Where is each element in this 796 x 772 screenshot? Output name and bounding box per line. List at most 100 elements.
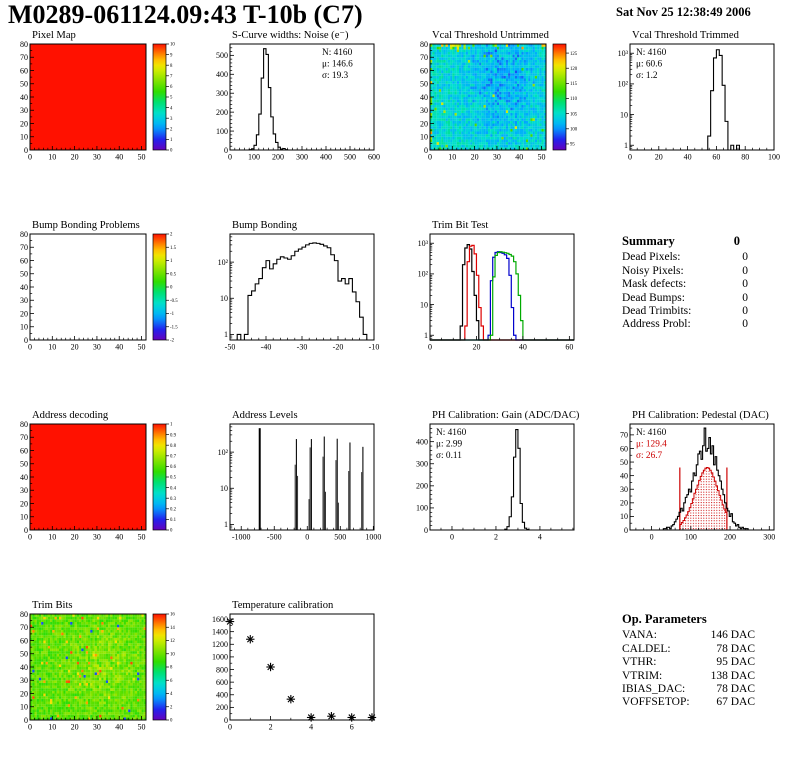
svg-text:10: 10: [170, 43, 175, 48]
svg-text:-1.5: -1.5: [170, 325, 178, 330]
svg-text:0: 0: [228, 153, 232, 162]
svg-text:20: 20: [20, 499, 28, 508]
svg-text:0: 0: [24, 336, 28, 345]
svg-text:70: 70: [20, 243, 28, 252]
svg-text:0: 0: [450, 533, 454, 542]
summary-value: 0: [742, 278, 748, 291]
svg-text:0.3: 0.3: [170, 497, 177, 502]
svg-text:-1: -1: [170, 312, 175, 317]
svg-text:1: 1: [424, 331, 428, 340]
op-row-vthr: VTHR: 95 DAC: [622, 656, 755, 669]
svg-text:50: 50: [20, 80, 28, 89]
svg-text:σ: 0.11: σ: 0.11: [436, 451, 462, 461]
svg-text:σ: 26.7: σ: 26.7: [636, 451, 663, 461]
plot-ph-calibration-gain: 0 2 4 0 100 200 300 400 N: 4160 μ: 2.99σ: 0.11 PH …: [416, 410, 580, 542]
svg-text:0.4: 0.4: [170, 486, 177, 491]
svg-text:Address Levels: Address Levels: [232, 410, 298, 421]
svg-text:-0.5: -0.5: [170, 299, 178, 304]
svg-text:20: 20: [620, 499, 628, 508]
svg-text:0.5: 0.5: [170, 476, 177, 481]
op-label: VANA:: [622, 629, 657, 642]
svg-text:-10: -10: [369, 343, 380, 352]
summary-label: Address Probl:: [622, 318, 691, 331]
svg-text:2: 2: [170, 128, 173, 133]
svg-text:0.8: 0.8: [170, 444, 177, 449]
svg-text:0.1: 0.1: [170, 518, 177, 523]
svg-text:60: 60: [620, 444, 628, 453]
svg-text:0.6: 0.6: [170, 465, 177, 470]
svg-text:10: 10: [48, 343, 56, 352]
svg-text:40: 40: [20, 93, 28, 102]
svg-text:400: 400: [320, 153, 332, 162]
svg-text:20: 20: [471, 153, 479, 162]
svg-text:10²: 10²: [418, 270, 429, 279]
svg-text:120: 120: [570, 67, 578, 72]
svg-text:50: 50: [538, 153, 546, 162]
svg-text:30: 30: [493, 153, 501, 162]
svg-text:10: 10: [620, 512, 628, 521]
svg-text:4: 4: [170, 106, 173, 111]
op-value: 138 DAC: [710, 669, 755, 682]
plot-pixel-map: 0 10 20 30 40 50 0 10 20 30 40 50 60 70 80 0 1 2 3 4 5 6 7 8 9 10…: [20, 30, 175, 162]
summary-label: Dead Bumps:: [622, 291, 685, 304]
svg-text:40: 40: [684, 153, 692, 162]
svg-text:50: 50: [20, 460, 28, 469]
svg-text:-500: -500: [267, 533, 282, 542]
svg-text:60: 60: [20, 446, 28, 455]
svg-text:1.5: 1.5: [170, 246, 177, 251]
svg-text:20: 20: [655, 153, 663, 162]
op-parameters-title: Op. Parameters: [622, 612, 707, 626]
svg-text:N: 4160: N: 4160: [636, 48, 667, 58]
svg-text:10: 10: [20, 323, 28, 332]
svg-text:125: 125: [570, 52, 578, 57]
svg-text:-50: -50: [225, 343, 236, 352]
svg-text:20: 20: [71, 343, 79, 352]
svg-text:50: 50: [20, 270, 28, 279]
svg-text:Pixel Map: Pixel Map: [32, 30, 76, 41]
svg-text:0.7: 0.7: [170, 455, 177, 460]
svg-text:40: 40: [20, 473, 28, 482]
svg-text:50: 50: [138, 723, 146, 732]
svg-text:5: 5: [170, 96, 173, 101]
svg-text:0.5: 0.5: [170, 272, 177, 277]
svg-text:10³: 10³: [418, 239, 429, 248]
svg-text:0: 0: [424, 146, 428, 155]
summary-row-noisy-pixels: Noisy Pixels: 0: [622, 265, 748, 278]
svg-text:10²: 10²: [218, 258, 229, 267]
plot-trim-bits: 0 10 20 30 40 5001020304050607080024681012141…: [20, 600, 175, 732]
svg-text:0.2: 0.2: [170, 508, 177, 513]
summary-row-mask-defects: Mask defects: 0: [622, 278, 748, 291]
svg-text:10: 10: [220, 294, 228, 303]
op-row-caldel: CALDEL: 78 DAC: [622, 643, 755, 656]
svg-text:9: 9: [170, 53, 173, 58]
svg-text:60: 60: [420, 66, 428, 75]
svg-text:40: 40: [620, 471, 628, 480]
svg-text:115: 115: [570, 82, 578, 87]
svg-text:10: 10: [20, 513, 28, 522]
svg-text:400: 400: [216, 70, 228, 79]
svg-text:300: 300: [763, 533, 775, 542]
svg-text:70: 70: [20, 53, 28, 62]
svg-text:30: 30: [620, 485, 628, 494]
svg-text:50: 50: [138, 153, 146, 162]
svg-text:0: 0: [428, 153, 432, 162]
svg-text:μ: 129.4: μ: 129.4: [636, 440, 667, 450]
svg-text:30: 30: [20, 486, 28, 495]
svg-text:-20: -20: [333, 343, 344, 352]
plot-vcal-threshold-untrimmed: 0 10 20 30 40 50 0 10 20 30 40 50 60 70 80 95 100 105 110 1…: [420, 30, 578, 162]
svg-text:30: 30: [93, 153, 101, 162]
svg-text:105: 105: [570, 112, 578, 117]
svg-text:60: 60: [565, 343, 573, 352]
svg-text:100: 100: [768, 153, 780, 162]
svg-text:80: 80: [20, 420, 28, 429]
svg-text:0: 0: [170, 149, 173, 154]
summary-label: Dead Pixels:: [622, 251, 681, 264]
svg-text:70: 70: [420, 53, 428, 62]
svg-text:10: 10: [220, 484, 228, 493]
svg-text:7: 7: [170, 75, 173, 80]
svg-text:100: 100: [216, 127, 228, 136]
svg-text:N: 4160: N: 4160: [436, 428, 467, 438]
svg-text:40: 40: [515, 153, 523, 162]
svg-text:-1000: -1000: [232, 533, 251, 542]
svg-text:2: 2: [494, 533, 498, 542]
